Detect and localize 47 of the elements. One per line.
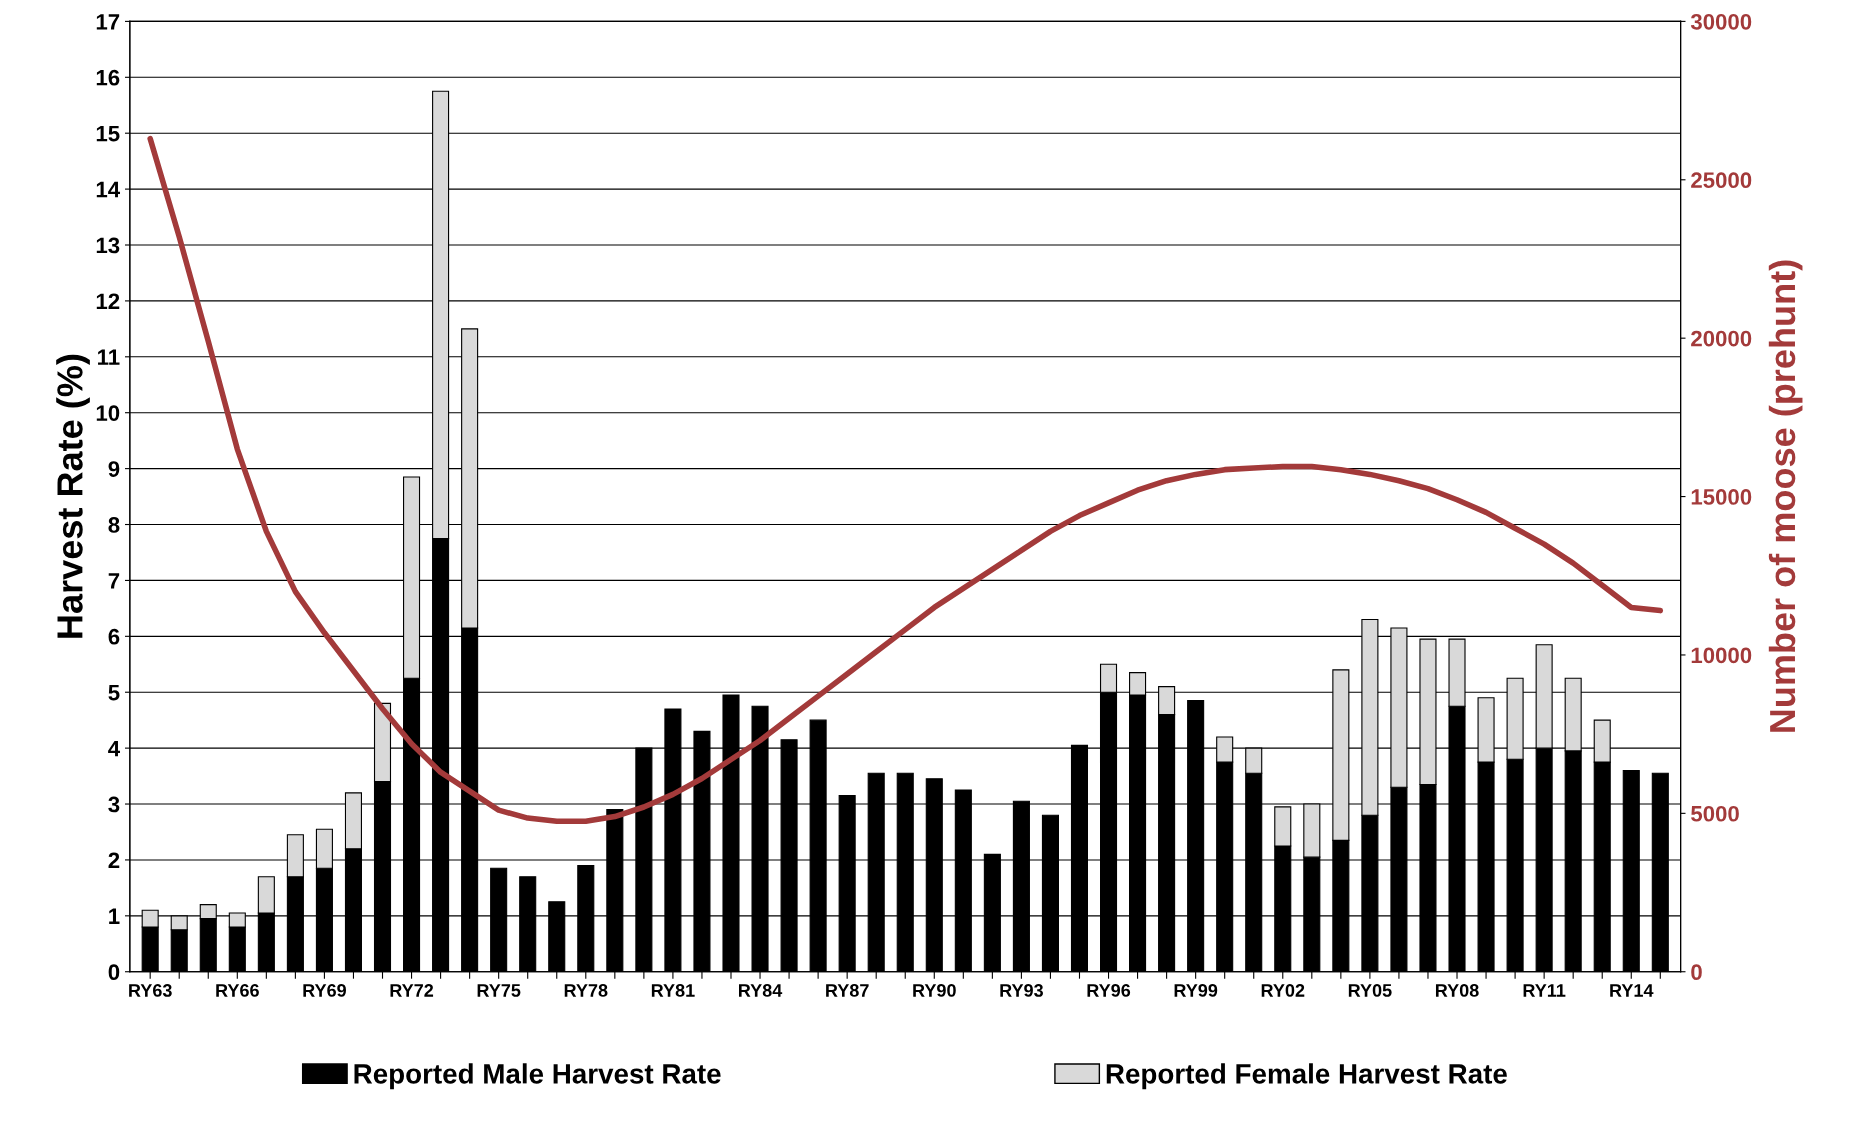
y-tick-label: 12: [96, 293, 120, 309]
x-tick-label: RY96: [1087, 984, 1131, 997]
y-tick-label: 9: [108, 461, 120, 477]
y-tick-label: 2: [108, 852, 120, 868]
y2-axis-title: Number of moose (prehunt): [1768, 260, 1803, 732]
y-tick-label: 6: [108, 628, 120, 645]
y2-tick-label: 30000: [1690, 13, 1752, 30]
y2-tick-label: 25000: [1691, 172, 1752, 189]
y-tick-label: 1: [109, 908, 120, 924]
legend-label: Reported Male Harvest Rate: [354, 1063, 721, 1090]
x-tick-label: RY08: [1435, 984, 1479, 997]
x-tick-label: RY75: [477, 984, 521, 997]
y-tick-label: 8: [108, 517, 120, 533]
x-tick-label: RY69: [303, 984, 346, 997]
x-tick-label: RY78: [564, 984, 608, 997]
x-tick-label: RY87: [826, 984, 869, 997]
x-tick-label: RY99: [1174, 984, 1218, 997]
y-tick-label: 5: [108, 684, 120, 701]
x-tick-label: RY63: [129, 984, 172, 997]
y-tick-label: 0: [108, 964, 120, 981]
y2-tick-label: 10000: [1691, 647, 1752, 664]
x-tick-label: RY93: [1000, 984, 1043, 997]
y2-tick-label: 20000: [1691, 330, 1752, 347]
x-tick-label: RY81: [651, 984, 695, 997]
x-tick-label: RY11: [1523, 984, 1566, 997]
y2-tick-label: 0: [1691, 964, 1702, 981]
y-axis-title: Harvest Rate (%): [56, 354, 90, 638]
y-tick-label: 16: [96, 69, 120, 86]
x-tick-label: RY66: [216, 984, 259, 997]
x-tick-label: RY84: [739, 984, 783, 997]
y-tick-label: 11: [98, 349, 120, 365]
y2-tick-label: 15000: [1691, 489, 1752, 505]
y2-tick-label: 5000: [1691, 805, 1739, 822]
y-tick-label: 15: [96, 125, 120, 142]
legend-label: Reported Female Harvest Rate: [1106, 1063, 1507, 1090]
y-tick-label: 7: [108, 573, 120, 589]
x-tick-label: RY72: [390, 984, 434, 997]
x-tick-label: RY02: [1261, 984, 1305, 997]
x-tick-label: RY90: [913, 984, 956, 997]
y-tick-label: 4: [108, 740, 121, 757]
x-tick-label: RY14: [1610, 984, 1654, 997]
x-tick-label: RY05: [1348, 984, 1392, 997]
y-tick-label: 10: [96, 405, 120, 421]
y-tick-label: 3: [108, 796, 120, 813]
y-tick-label: 17: [96, 14, 120, 30]
y-tick-label: 14: [96, 181, 121, 198]
y-tick-label: 13: [96, 237, 120, 254]
